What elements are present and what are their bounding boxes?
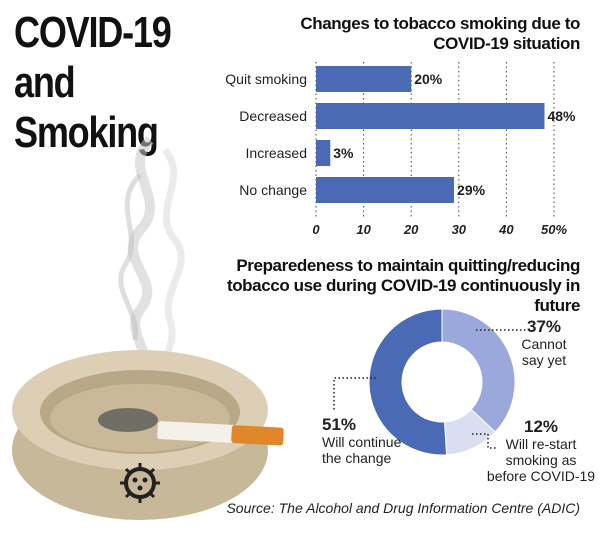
slice-percent-label: 37% [527, 317, 561, 336]
data-label: 3% [333, 145, 354, 161]
slice-percent-label: 51% [322, 415, 356, 434]
data-label: 20% [414, 71, 443, 87]
main-title-line2: Smoking [14, 108, 159, 157]
leader-line [472, 433, 496, 449]
virus-icon [120, 463, 160, 503]
slice-percent-label: 12% [524, 417, 558, 436]
x-tick-label: 30 [452, 222, 467, 237]
x-tick-label: 10 [356, 222, 371, 237]
bar-chart: 0 10 20 30 40 50% Quit smoking 20% Decreased 48% I… [225, 62, 576, 237]
category-label: Quit smoking [225, 71, 307, 87]
slice-description-label: say yet [522, 352, 566, 368]
x-tick-label: 20 [403, 222, 419, 237]
slice-description-label: smoking as [506, 452, 577, 468]
bar [316, 66, 412, 92]
main-title: COVID-19 and Smoking [14, 8, 219, 158]
data-label: 29% [457, 182, 486, 198]
main-title-line1: COVID-19 and [14, 8, 172, 107]
donut-slice [368, 308, 448, 456]
slice-description-label: before COVID-19 [487, 468, 595, 484]
x-tick-label: 0 [312, 222, 320, 237]
x-tick-label: 40 [498, 222, 514, 237]
source-note: Source: The Alcohol and Drug Information… [226, 500, 580, 516]
donut-slice [441, 308, 516, 433]
slice-description-label: Will continue [322, 434, 402, 450]
smoke-illustration [118, 136, 185, 376]
leader-line [333, 377, 376, 412]
slice-description-label: Will re-start [506, 436, 577, 452]
category-label: Decreased [239, 108, 307, 124]
category-label: Increased [246, 145, 307, 161]
bar-chart-title: Changes to tobacco smoking due to COVID-… [300, 14, 580, 53]
slice-description-label: the change [322, 450, 391, 466]
category-label: No change [239, 182, 307, 198]
bar [316, 177, 455, 203]
slice-description-label: Cannot [521, 336, 566, 352]
donut-chart-title: Preparedeness to maintain quitting/reduc… [226, 256, 580, 315]
data-label: 48% [547, 108, 576, 124]
ashtray-illustration [12, 350, 284, 520]
bar [316, 103, 545, 129]
x-tick-label: 50% [541, 222, 567, 237]
bar [316, 140, 331, 166]
